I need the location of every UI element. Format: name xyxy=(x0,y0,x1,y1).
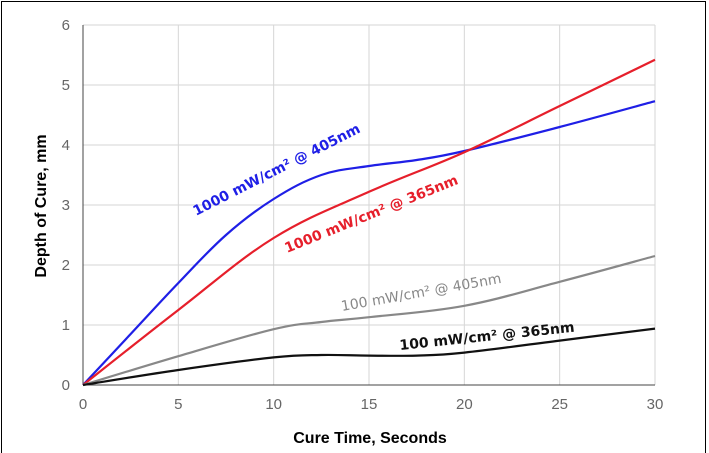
x-tick-label: 15 xyxy=(361,396,378,413)
x-tick-labels: 0 5 10 15 20 25 30 xyxy=(79,396,664,413)
series-line-100-405 xyxy=(82,254,656,387)
y-tick-label: 2 xyxy=(62,257,70,274)
y-tick-labels: 0 1 2 3 4 5 6 xyxy=(62,17,70,394)
series-line-1000-365 xyxy=(82,58,656,386)
series-line-1000-405 xyxy=(82,100,656,386)
x-axis-title: Cure Time, Seconds xyxy=(293,430,447,447)
x-tick-label: 25 xyxy=(551,396,568,413)
series-label-100-405: 100 mW/cm² @ 405nm xyxy=(340,271,503,315)
grid xyxy=(83,24,656,385)
y-tick-label: 1 xyxy=(62,317,70,334)
x-tick-label: 5 xyxy=(174,396,182,413)
y-tick-label: 6 xyxy=(62,17,70,34)
x-tick-label: 20 xyxy=(456,396,473,413)
y-tick-label: 0 xyxy=(62,377,70,394)
y-tick-label: 3 xyxy=(62,197,70,214)
x-tick-label: 30 xyxy=(647,396,664,413)
axes xyxy=(82,25,655,386)
x-tick-label: 0 xyxy=(79,396,87,413)
series-line-100-365 xyxy=(82,327,656,387)
series-label-1000-365: 1000 mW/cm² @ 365nm xyxy=(283,172,461,256)
y-axis-title: Depth of Cure, mm xyxy=(33,134,50,277)
series-lines xyxy=(82,58,656,387)
y-tick-label: 5 xyxy=(62,77,70,94)
x-tick-label: 10 xyxy=(265,396,282,413)
y-tick-label: 4 xyxy=(62,137,70,154)
